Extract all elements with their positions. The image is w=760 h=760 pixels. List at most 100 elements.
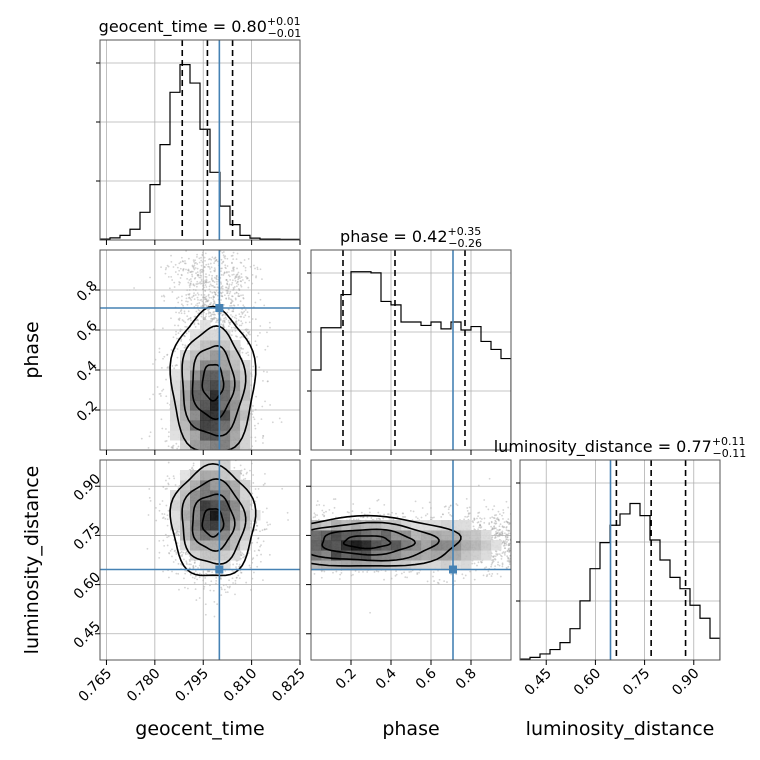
density-cell — [220, 520, 231, 531]
sample-point — [175, 572, 178, 575]
sample-point — [195, 283, 198, 285]
sample-point — [155, 519, 158, 522]
sample-point — [166, 402, 169, 405]
sample-point — [158, 557, 161, 559]
sample-point — [210, 266, 213, 269]
density-cell — [220, 550, 231, 561]
title-minus: −0.01 — [268, 27, 302, 40]
sample-point — [251, 561, 254, 564]
sample-point — [199, 281, 202, 284]
sample-point — [179, 554, 182, 557]
sample-point — [235, 566, 237, 569]
sample-point — [162, 570, 164, 573]
sample-point — [208, 266, 211, 268]
sample-point — [263, 304, 266, 307]
density-cell — [200, 410, 211, 421]
sample-point — [188, 279, 191, 281]
sample-point — [173, 281, 176, 284]
sample-point — [215, 283, 218, 286]
sample-point — [255, 344, 258, 347]
sample-point — [146, 547, 149, 550]
sample-point — [224, 316, 227, 319]
sample-point — [176, 542, 179, 545]
density-cell — [220, 370, 231, 381]
density-cell — [190, 340, 201, 351]
sample-point — [196, 267, 199, 270]
sample-point — [231, 295, 233, 298]
sample-point — [189, 297, 192, 300]
sample-point — [191, 270, 194, 273]
sample-point — [207, 304, 210, 307]
sample-point — [251, 273, 254, 276]
sample-point — [189, 456, 191, 458]
sample-point — [243, 259, 246, 261]
title-plus: +0.35 — [448, 225, 482, 238]
density-cell — [180, 440, 191, 450]
sample-point — [208, 258, 210, 261]
sample-point — [220, 295, 223, 297]
sample-point — [208, 274, 211, 277]
sample-point — [269, 523, 272, 526]
sample-point — [163, 355, 166, 358]
sample-point — [203, 266, 206, 269]
sample-point — [391, 511, 393, 514]
sample-point — [321, 509, 324, 512]
sample-point — [254, 340, 257, 343]
sample-point — [248, 564, 251, 567]
sample-point — [220, 578, 222, 580]
sample-point — [250, 384, 253, 387]
sample-point — [210, 296, 213, 299]
sample-point — [271, 421, 274, 424]
sample-point — [191, 296, 193, 299]
density-cell — [180, 500, 191, 511]
sample-point — [259, 298, 262, 301]
sample-point — [255, 521, 258, 524]
sample-point — [177, 301, 180, 304]
density-cell — [180, 490, 191, 501]
sample-point — [200, 315, 203, 318]
sample-point — [263, 482, 266, 485]
pair-panel-geocent_time-phase — [100, 250, 300, 450]
sample-point — [213, 615, 216, 618]
sample-point — [214, 256, 217, 259]
truth-marker — [215, 565, 224, 574]
sample-point — [254, 440, 257, 442]
sample-point — [182, 551, 185, 554]
density-cell — [210, 510, 221, 521]
sample-point — [232, 582, 235, 584]
sample-point — [223, 272, 226, 275]
density-cell — [170, 510, 181, 521]
density-cell — [210, 460, 221, 471]
sample-point — [149, 499, 152, 502]
sample-point — [195, 272, 197, 275]
sample-point — [213, 276, 216, 279]
sample-point — [218, 454, 220, 456]
sample-point — [226, 292, 228, 295]
density-cell — [220, 500, 231, 511]
sample-point — [228, 586, 231, 589]
sample-point — [252, 571, 255, 574]
density-cell — [180, 520, 191, 531]
sample-point — [225, 267, 227, 270]
sample-point — [234, 582, 237, 585]
sample-point — [172, 336, 175, 339]
density-cell — [210, 380, 221, 391]
sample-point — [196, 253, 198, 256]
density-cell — [200, 500, 211, 511]
sample-point — [155, 506, 157, 509]
sample-point — [196, 256, 198, 258]
sample-point — [178, 269, 181, 272]
sample-point — [241, 552, 244, 555]
sample-point — [234, 277, 236, 280]
density-cell — [230, 390, 241, 401]
sample-point — [192, 259, 195, 262]
density-cell — [230, 470, 241, 481]
density-cell — [180, 420, 191, 431]
sample-point — [260, 553, 262, 556]
sample-point — [228, 271, 230, 273]
sample-point — [231, 300, 234, 303]
sample-point — [160, 395, 162, 397]
sample-point — [245, 581, 248, 584]
density-cell — [200, 330, 211, 341]
density-cell — [230, 430, 241, 441]
